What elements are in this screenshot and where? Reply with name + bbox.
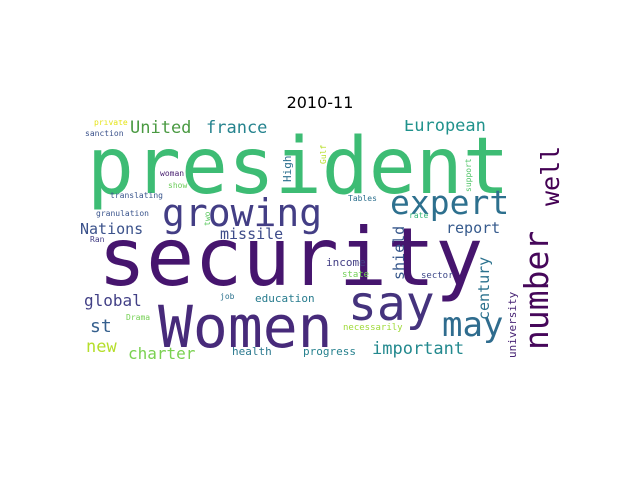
word-translating: translating <box>110 191 163 200</box>
word-st: st <box>90 316 112 337</box>
word-important: important <box>372 339 465 359</box>
word-say: say <box>348 276 435 332</box>
word-woman: woman <box>160 169 185 178</box>
word-nations: Nations <box>80 220 144 238</box>
word-charter: charter <box>128 344 196 361</box>
word-shield: shield <box>390 225 408 280</box>
word-missile: missile <box>220 225 284 243</box>
word-century: century <box>475 256 493 320</box>
word-expert: expert <box>390 183 510 222</box>
word-rate: rate <box>409 211 429 220</box>
word-european: European <box>404 120 486 136</box>
word-show: show <box>168 181 188 190</box>
word-president: president <box>87 122 510 212</box>
word-university: university <box>506 291 519 358</box>
word-women: Women <box>158 293 333 360</box>
word-sector: sector <box>421 271 454 281</box>
word-united: United <box>130 120 192 138</box>
word-education: education <box>255 292 315 305</box>
word-ran: Ran <box>90 235 105 244</box>
word-security: security <box>98 211 484 304</box>
word-cloud: president security Women say growing exp… <box>80 120 560 360</box>
word-support: support <box>464 158 473 192</box>
word-may: may <box>442 305 504 345</box>
word-high: High <box>281 155 294 183</box>
word-global: global <box>84 291 142 310</box>
word-france: france <box>206 120 268 138</box>
chart-title: 2010-11 <box>286 93 354 112</box>
word-granulation: granulation <box>96 209 149 218</box>
word-progress: progress <box>303 345 356 358</box>
word-health: health <box>232 345 272 358</box>
word-growing: growing <box>162 191 323 235</box>
word-sanction: sanction <box>85 129 124 138</box>
word-tables: Tables <box>348 194 377 203</box>
word-drama: Drama <box>126 313 151 322</box>
word-job: job <box>220 292 235 301</box>
word-income: income <box>326 256 366 269</box>
word-report: report <box>446 219 501 237</box>
word-well: well <box>536 145 560 206</box>
word-necessarily: necessarily <box>343 323 403 333</box>
word-gulf: Gulf <box>319 144 328 164</box>
word-two: two <box>203 211 212 226</box>
word-private: private <box>94 120 128 127</box>
word-state: state <box>342 270 370 280</box>
word-number: number <box>517 230 556 350</box>
word-new: new <box>86 337 117 357</box>
